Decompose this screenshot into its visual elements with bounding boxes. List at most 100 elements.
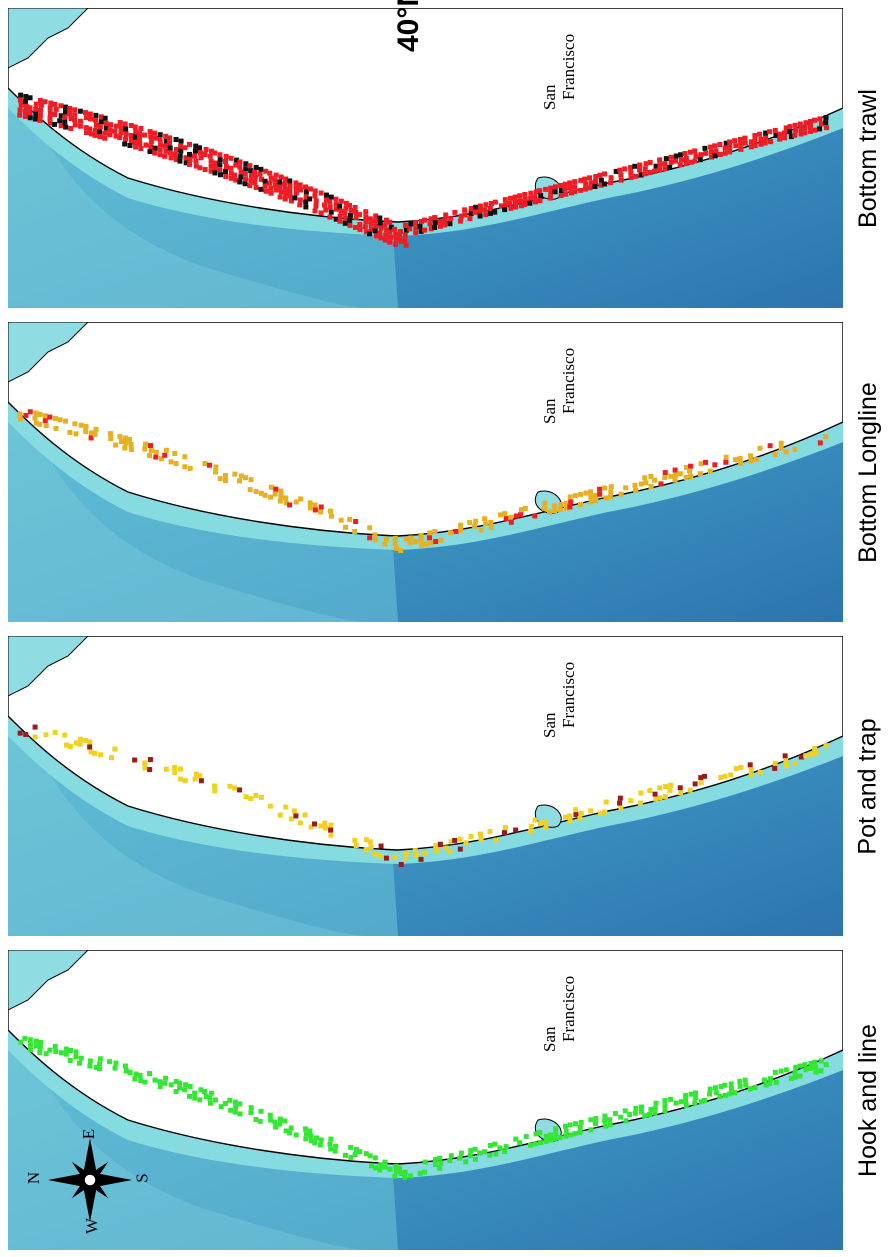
effort-cell [198,150,204,156]
effort-cell [642,1113,648,1119]
effort-cell [487,205,493,211]
effort-cell [212,788,218,794]
effort-cell [787,129,793,135]
effort-cell [687,149,693,155]
effort-cell [263,168,269,174]
effort-cell [277,194,283,200]
effort-cell [503,516,509,522]
effort-cell [418,228,424,234]
effort-cell [283,191,289,197]
effort-cell [713,1085,719,1091]
effort-cell [42,99,48,105]
fishing-effort-cells [17,92,829,248]
effort-cell [63,1051,69,1057]
effort-cell [502,197,508,203]
effort-cell [97,129,103,135]
effort-cell [578,501,584,507]
effort-cell [248,178,254,184]
effort-cell [458,522,464,528]
effort-cell [432,529,438,535]
effort-cell [148,448,154,454]
compass-north: N [24,1171,44,1185]
effort-cell [97,1066,103,1072]
effort-cell [668,782,674,788]
effort-cell [652,477,658,483]
effort-cell [812,745,818,751]
effort-cell [87,126,93,132]
effort-cell [347,202,353,208]
effort-cell [97,752,103,758]
effort-cell [747,453,753,459]
effort-cell [587,175,593,181]
effort-cell [392,854,398,860]
effort-cell [222,1101,228,1107]
effort-cell [238,174,244,180]
effort-cell [722,773,728,779]
effort-cell [377,1167,383,1173]
effort-cell [228,155,234,161]
effort-cell [677,471,683,477]
effort-cell [618,491,624,497]
effort-cell [462,212,468,218]
effort-cell [202,1089,208,1094]
effort-cell [287,502,293,508]
effort-cell [448,839,454,845]
effort-cell [812,1059,818,1065]
effort-cell [608,175,614,181]
effort-cell [253,1116,259,1122]
effort-cell [78,1055,84,1061]
effort-cell [432,215,438,221]
effort-cell [678,157,684,163]
effort-cell [357,212,363,218]
effort-cell [477,208,483,214]
effort-cell [323,825,329,831]
effort-cell [588,494,594,500]
effort-cell [623,485,629,491]
effort-cell [402,855,408,861]
effort-cell [628,170,634,176]
effort-cell [367,1153,373,1159]
effort-cell [253,164,259,170]
effort-cell [563,1128,569,1134]
effort-cell [518,507,524,513]
effort-cell [407,1173,413,1179]
effort-cell [477,1150,483,1156]
effort-cell [473,518,479,524]
effort-cell [287,188,293,194]
map-panel-bottom-trawl [8,8,843,308]
effort-cell [588,180,594,186]
effort-cell [138,1078,144,1084]
bay-inlet [8,322,89,383]
effort-cell [713,148,719,154]
effort-cell [662,161,668,167]
effort-cell [108,431,114,437]
effort-cell [473,204,479,210]
effort-cell [252,179,258,185]
effort-cell [737,455,743,461]
effort-cell [268,494,274,500]
effort-cell [698,775,704,781]
effort-cell [152,130,158,136]
effort-cell [648,483,654,489]
effort-cell [772,127,778,133]
effort-cell [23,93,29,99]
effort-cell [433,1162,439,1168]
effort-cell [757,445,763,451]
effort-cell [532,513,538,519]
effort-cell [273,486,279,492]
effort-cell [583,490,589,496]
effort-cell [397,229,403,234]
effort-cell [378,843,384,849]
effort-cell [598,177,604,183]
effort-cell [72,107,78,113]
effort-cell [393,545,399,551]
effort-cell [543,1138,549,1144]
effort-cell [612,1110,618,1116]
effort-cell [577,1124,583,1130]
effort-cell [522,196,528,202]
effort-cell [368,1163,374,1169]
effort-cell [467,216,473,222]
effort-cell [83,130,89,136]
effort-cell [108,122,114,128]
effort-cell [218,172,224,178]
